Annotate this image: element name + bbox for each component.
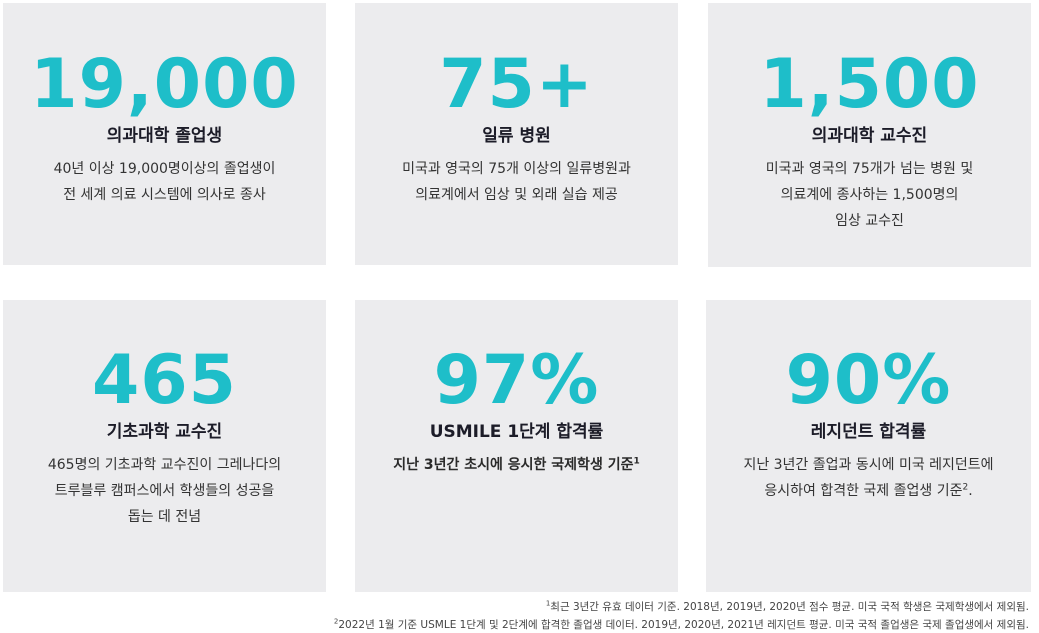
stat-label: 의과대학 졸업생: [106, 126, 223, 146]
description-line: 응시하여 합격한 국제 졸업생 기준2.: [706, 478, 1031, 504]
footnotes: 1최근 3년간 유효 데이터 기준. 2018년, 2019년, 2020년 점…: [334, 598, 1029, 633]
stat-label: 일류 병원: [482, 126, 551, 146]
footnote-text: 최근 3년간 유효 데이터 기준. 2018년, 2019년, 2020년 점수…: [550, 601, 1029, 613]
description-line: 의료계에 종사하는 1,500명의: [780, 187, 959, 204]
description-line: 의료계에서 임상 및 외래 실습 제공: [415, 187, 618, 204]
description-text: 응시하여 합격한 국제 졸업생 기준: [764, 483, 963, 500]
stat-value: 75+: [439, 45, 594, 124]
footnote-marker: 2: [962, 482, 969, 493]
description-text: 지난 3년간 초시에 응시한 국제학생 기준: [393, 457, 634, 474]
stat-card-basic-science-faculty: 465 기초과학 교수진 465명의 기초과학 교수진이 그레나다의 트루블루 …: [3, 300, 326, 592]
stat-description: 지난 3년간 초시에 응시한 국제학생 기준1: [355, 452, 678, 478]
stat-card-residency-match-rate: 90% 레지던트 합격률 지난 3년간 졸업과 동시에 미국 레지던트에 응시하…: [706, 300, 1031, 592]
stat-label: 레지던트 합격률: [810, 422, 927, 442]
description-tail: .: [968, 483, 973, 500]
footnote-marker: 1: [633, 456, 640, 467]
stat-value: 1,500: [759, 45, 980, 124]
stat-card-graduates: 19,000 의과대학 졸업생 40년 이상 19,000명이상의 졸업생이 전…: [3, 3, 326, 265]
footnote-mark: 1: [545, 599, 551, 608]
description-line: 미국과 영국의 75개 이상의 일류병원과: [402, 161, 631, 178]
description-line: 40년 이상 19,000명이상의 졸업생이: [53, 161, 276, 178]
stat-label: 기초과학 교수진: [106, 422, 223, 442]
stat-card-hospitals: 75+ 일류 병원 미국과 영국의 75개 이상의 일류병원과 의료계에서 임상…: [355, 3, 678, 265]
stat-card-usmle-pass-rate: 97% USMILE 1단계 합격률 지난 3년간 초시에 응시한 국제학생 기…: [355, 300, 678, 592]
description-line: 465명의 기초과학 교수진이 그레나다의: [47, 457, 282, 474]
description-line: 지난 3년간 초시에 응시한 국제학생 기준1: [355, 452, 678, 478]
description-line: 전 세계 의료 시스템에 의사로 종사: [63, 187, 266, 204]
stat-value: 90%: [785, 341, 952, 420]
stat-description: 40년 이상 19,000명이상의 졸업생이 전 세계 의료 시스템에 의사로 …: [3, 156, 326, 208]
stat-label: USMILE 1단계 합격률: [429, 422, 604, 442]
description-line: 트루블루 캠퍼스에서 학생들의 성공을: [54, 483, 275, 500]
stat-description: 미국과 영국의 75개가 넘는 병원 및 의료계에 종사하는 1,500명의 임…: [708, 156, 1031, 234]
stat-value: 97%: [433, 341, 600, 420]
stat-description: 465명의 기초과학 교수진이 그레나다의 트루블루 캠퍼스에서 학생들의 성공…: [3, 452, 326, 530]
stat-description: 미국과 영국의 75개 이상의 일류병원과 의료계에서 임상 및 외래 실습 제…: [355, 156, 678, 208]
footnote: 22022년 1월 기준 USMLE 1단계 및 2단계에 합격한 졸업생 데이…: [334, 616, 1029, 633]
footnote-text: 2022년 1월 기준 USMLE 1단계 및 2단계에 합격한 졸업생 데이터…: [338, 619, 1029, 631]
description-line: 미국과 영국의 75개가 넘는 병원 및: [765, 161, 974, 178]
footnote: 1최근 3년간 유효 데이터 기준. 2018년, 2019년, 2020년 점…: [334, 598, 1029, 616]
footnote-mark: 2: [333, 617, 339, 626]
description-line: 지난 3년간 졸업과 동시에 미국 레지던트에: [743, 457, 994, 474]
description-line: 임상 교수진: [835, 213, 904, 230]
stat-description: 지난 3년간 졸업과 동시에 미국 레지던트에 응시하여 합격한 국제 졸업생 …: [706, 452, 1031, 504]
stat-value: 465: [92, 341, 237, 420]
stat-card-clinical-faculty: 1,500 의과대학 교수진 미국과 영국의 75개가 넘는 병원 및 의료계에…: [708, 3, 1031, 267]
stat-value: 19,000: [30, 45, 299, 124]
stat-label: 의과대학 교수진: [811, 126, 928, 146]
description-line: 돕는 데 전념: [127, 509, 202, 526]
